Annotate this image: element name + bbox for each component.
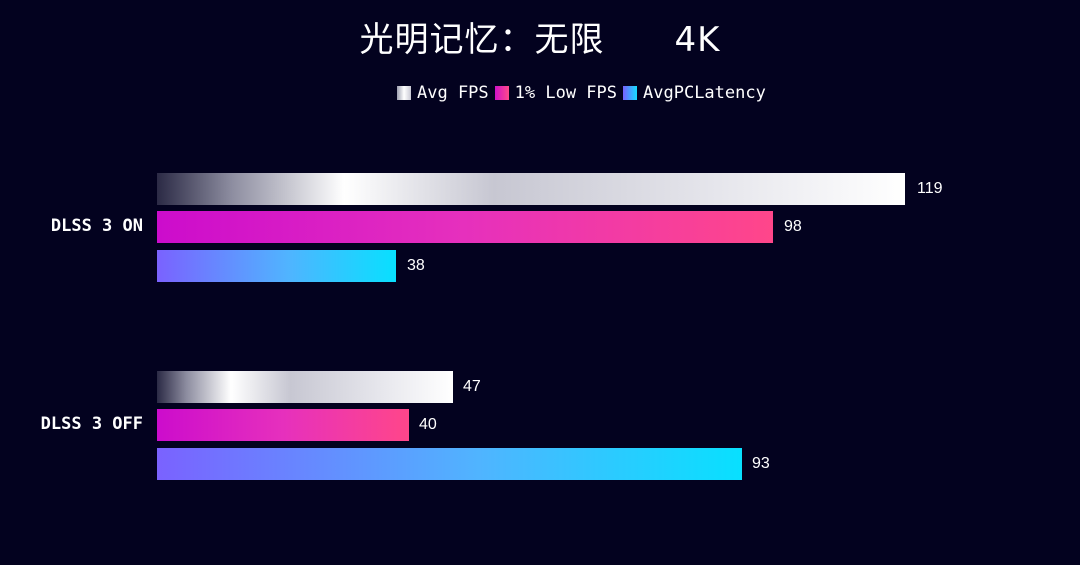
legend-swatch-low-fps [494,86,509,100]
legend-label: Avg FPS [417,83,489,103]
value-label: 98 [784,218,802,235]
legend-swatch-latency [623,86,638,100]
value-label: 40 [419,416,437,433]
legend-item-latency: AvgPCLatency [623,83,766,103]
category-label-dlss-off: DLSS 3 OFF [40,414,143,434]
legend: Avg FPS 1% Low FPS AvgPCLatency [397,83,766,103]
legend-item-avg-fps: Avg FPS [397,83,489,103]
legend-label: AvgPCLatency [643,83,766,103]
category-label-dlss-on: DLSS 3 ON [50,216,143,236]
value-label: 93 [752,455,770,472]
legend-label: 1% Low FPS [514,83,618,103]
bar-dlss-off-low-fps [157,409,409,441]
title-resolution: 4K [674,20,721,60]
value-label: 38 [407,257,425,274]
bar-dlss-off-latency [157,448,742,480]
bar-dlss-on-low-fps [157,211,773,243]
value-label: 119 [917,180,943,197]
title-game: 光明记忆：无限 [359,20,605,60]
chart-title: 光明记忆：无限 4K [0,12,1080,61]
legend-swatch-avg-fps [397,86,411,100]
legend-item-low-fps: 1% Low FPS [494,83,618,103]
bar-dlss-off-avg-fps [157,371,453,403]
bar-dlss-on-latency [157,250,396,282]
value-label: 47 [463,378,481,395]
bar-dlss-on-avg-fps [157,173,905,205]
